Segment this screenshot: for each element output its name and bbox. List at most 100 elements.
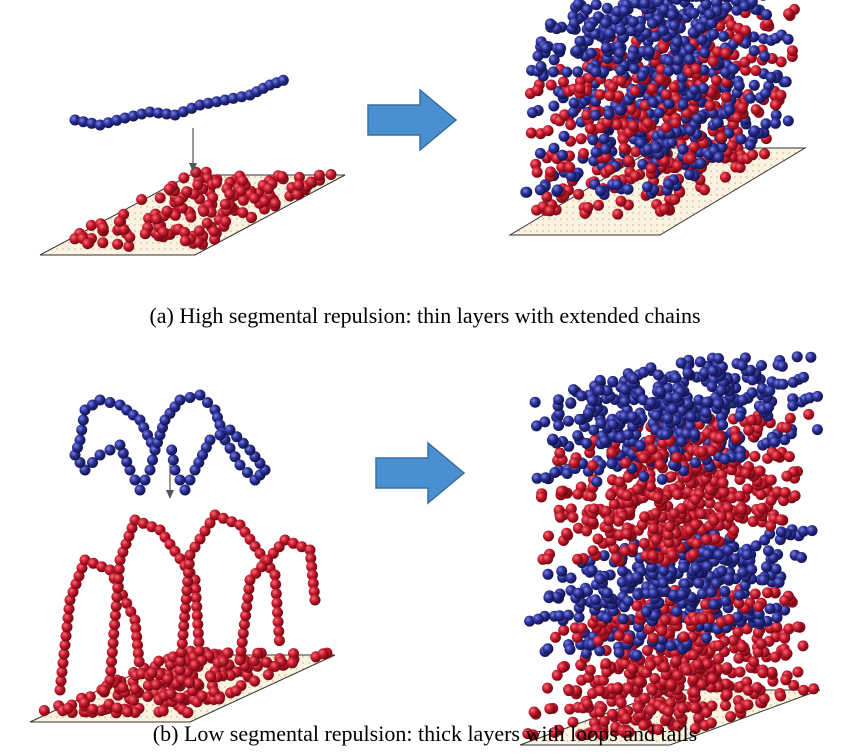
bead (550, 632, 561, 643)
bead (620, 545, 631, 556)
bead (180, 485, 191, 496)
bead (626, 51, 637, 62)
bead (777, 361, 788, 372)
bead (114, 216, 125, 227)
bead (669, 20, 680, 31)
bead (619, 396, 630, 407)
bead (569, 97, 580, 108)
bead (787, 45, 798, 56)
bead (564, 162, 575, 173)
bead (677, 589, 688, 600)
bead (737, 395, 748, 406)
bead (746, 564, 757, 575)
bead (648, 523, 659, 534)
bead (601, 506, 612, 517)
bead (672, 37, 683, 48)
bead (736, 504, 747, 515)
bead (626, 104, 637, 115)
bead (622, 490, 633, 501)
bead (184, 677, 195, 688)
bead (573, 588, 584, 599)
bead (197, 691, 208, 702)
bead (734, 80, 745, 91)
bead (607, 376, 618, 387)
bead (741, 468, 752, 479)
bead (654, 107, 665, 118)
bead (556, 486, 567, 497)
bead (270, 661, 281, 672)
bead (749, 125, 760, 136)
bead (642, 118, 653, 129)
bead (760, 118, 771, 129)
bead (712, 117, 723, 128)
bead (536, 492, 547, 503)
bead (604, 28, 615, 39)
bead (274, 635, 285, 646)
bead (615, 105, 626, 116)
bead (765, 521, 776, 532)
bead (646, 163, 657, 174)
bead (180, 235, 191, 246)
bead (259, 196, 270, 207)
bead (746, 415, 757, 426)
bead (689, 85, 700, 96)
bead (95, 395, 106, 406)
bead (527, 107, 538, 118)
bead (690, 702, 701, 713)
bead (214, 694, 225, 705)
bead (237, 175, 248, 186)
bead (737, 641, 748, 652)
bead (602, 3, 613, 14)
bead (572, 45, 583, 56)
bead (684, 43, 695, 54)
bead (604, 90, 615, 101)
bead (747, 374, 758, 385)
bead (593, 534, 604, 545)
bead (641, 606, 652, 617)
bead (586, 48, 597, 59)
bead (690, 494, 701, 505)
bead (577, 623, 588, 634)
bead (314, 170, 325, 181)
bead (798, 640, 809, 651)
bead (128, 695, 139, 706)
bead (758, 0, 769, 1)
bead (702, 561, 713, 572)
bead (735, 667, 746, 678)
bead (647, 685, 658, 696)
bead (715, 432, 726, 443)
bead (678, 631, 689, 642)
bead (596, 418, 607, 429)
bead (677, 703, 688, 714)
bead (136, 194, 147, 205)
bead (613, 516, 624, 527)
bead (178, 172, 189, 183)
bead (708, 515, 719, 526)
bead (708, 29, 719, 40)
bead (692, 659, 703, 670)
bead (728, 64, 739, 75)
bead (771, 564, 782, 575)
bead (568, 512, 579, 523)
bead (147, 455, 158, 466)
bead (632, 484, 643, 495)
bead (158, 227, 169, 238)
bead (225, 425, 236, 436)
bead (779, 595, 790, 606)
bead (563, 610, 574, 621)
bead (639, 538, 650, 549)
bead (647, 83, 658, 94)
bead (628, 373, 639, 384)
bead (648, 550, 659, 561)
caption: (a) High segmental repulsion: thin layer… (149, 303, 700, 328)
bead (590, 594, 601, 605)
bead (646, 444, 657, 455)
bead (76, 425, 87, 436)
bead (686, 411, 697, 422)
bead (115, 440, 126, 451)
bead (702, 397, 713, 408)
bead (770, 118, 781, 129)
bead (671, 452, 682, 463)
bead (803, 409, 814, 420)
bead (536, 61, 547, 72)
